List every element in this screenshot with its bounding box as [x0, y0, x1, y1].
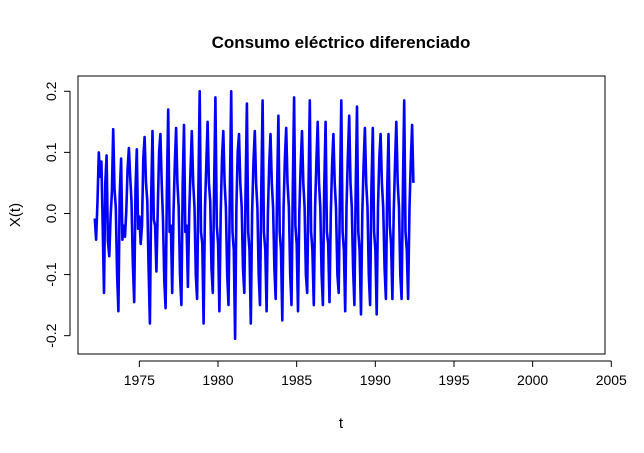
y-axis: -0.2 -0.1 0.0 0.1 0.2: [43, 81, 71, 348]
y-tick-label: 0.0: [43, 204, 59, 224]
x-tick-label: 1980: [202, 372, 233, 388]
y-tick-label: -0.1: [43, 262, 59, 286]
y-tick-label: 0.1: [43, 142, 59, 162]
x-tick-label: 2000: [517, 372, 548, 388]
chart-title: Consumo eléctrico diferenciado: [212, 33, 471, 52]
y-axis-label: X(t): [7, 203, 24, 227]
x-tick-label: 1995: [438, 372, 469, 388]
x-tick-label: 1990: [360, 372, 391, 388]
x-tick-label: 1985: [281, 372, 312, 388]
x-tick-label: 1975: [124, 372, 155, 388]
y-tick-label: -0.2: [43, 323, 59, 347]
plot-frame: [77, 75, 606, 355]
x-axis: 1975 1980 1985 1990 1995 2000 2005: [124, 360, 627, 388]
x-axis-label: t: [339, 415, 344, 432]
series-line: [93, 90, 415, 341]
x-tick-label: 2005: [596, 372, 627, 388]
y-tick-label: 0.2: [43, 81, 59, 101]
series-layer: [93, 90, 415, 341]
